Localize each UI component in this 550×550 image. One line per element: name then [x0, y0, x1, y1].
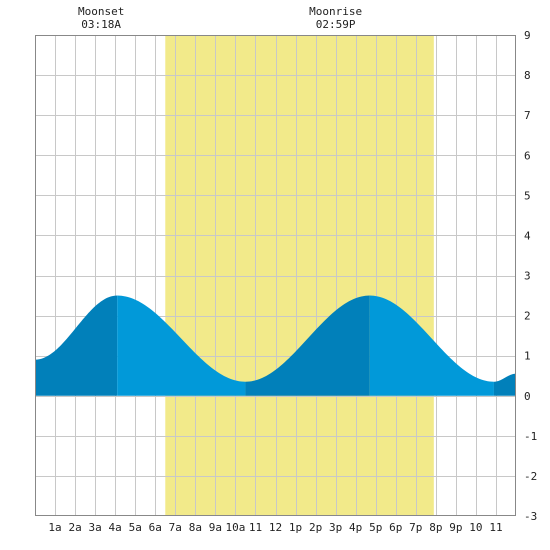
y-tick-label: 6 [524, 149, 531, 162]
x-tick-label: 3p [329, 521, 342, 534]
y-axis-tick-labels: 9 8 7 6 5 4 3 2 1 0 -1 -2 -3 [524, 29, 537, 523]
x-tick-label: 11 [249, 521, 262, 534]
y-tick-label: 3 [524, 270, 531, 283]
x-tick-label: 7p [409, 521, 422, 534]
y-tick-label: -2 [524, 470, 537, 483]
tide-area-rising [493, 373, 516, 396]
y-tick-label: 1 [524, 350, 531, 363]
x-tick-label: 1p [289, 521, 302, 534]
x-tick-label: 6p [389, 521, 402, 534]
x-tick-label: 10a [225, 521, 245, 534]
x-tick-label: 5a [129, 521, 142, 534]
x-tick-label: 3a [89, 521, 102, 534]
y-tick-label: 4 [524, 229, 531, 242]
x-tick-label: 11 [489, 521, 502, 534]
plot-frame [35, 35, 516, 516]
x-tick-label: 5p [369, 521, 382, 534]
moon-event-time: 03:18A [81, 18, 121, 31]
moon-event-name: Moonrise [309, 5, 362, 18]
daylight-band-layer [165, 35, 434, 516]
y-tick-label: 7 [524, 109, 531, 122]
x-tick-label: 4a [109, 521, 122, 534]
x-tick-label: 8p [429, 521, 442, 534]
x-tick-label: 9p [449, 521, 462, 534]
y-tick-label: 2 [524, 310, 531, 323]
grid-layer [35, 35, 516, 516]
y-tick-label: -3 [524, 510, 537, 523]
y-tick-label: 9 [524, 29, 531, 42]
tide-area-rising [35, 295, 118, 396]
x-tick-label: 2a [68, 521, 81, 534]
x-tick-label: 1a [48, 521, 61, 534]
moon-event-name: Moonset [78, 5, 124, 18]
tide-area-falling [369, 295, 494, 396]
x-tick-label: 2p [309, 521, 322, 534]
x-tick-label: 9a [209, 521, 222, 534]
plot-frame-layer [35, 35, 516, 516]
tide-area-rising [245, 295, 370, 396]
x-axis-tick-labels: 1a 2a 3a 4a 5a 6a 7a 8a 9a 10a 11 12 1p 2p 3p 4p 5p 6p 7p 8… [48, 521, 502, 534]
x-tick-label: 8a [189, 521, 202, 534]
x-tick-label: 4p [349, 521, 362, 534]
y-tick-label: 0 [524, 390, 531, 403]
y-tick-label: 8 [524, 69, 531, 82]
x-tick-label: 12 [269, 521, 282, 534]
moon-event-time: 02:59P [316, 18, 356, 31]
tide-area-falling [117, 295, 246, 396]
daylight-band [165, 35, 434, 516]
x-tick-label: 10 [469, 521, 482, 534]
tide-area-layer [35, 295, 516, 396]
y-tick-label: 5 [524, 189, 531, 202]
x-tick-label: 7a [169, 521, 182, 534]
y-tick-label: -1 [524, 430, 537, 443]
x-tick-label: 6a [149, 521, 162, 534]
